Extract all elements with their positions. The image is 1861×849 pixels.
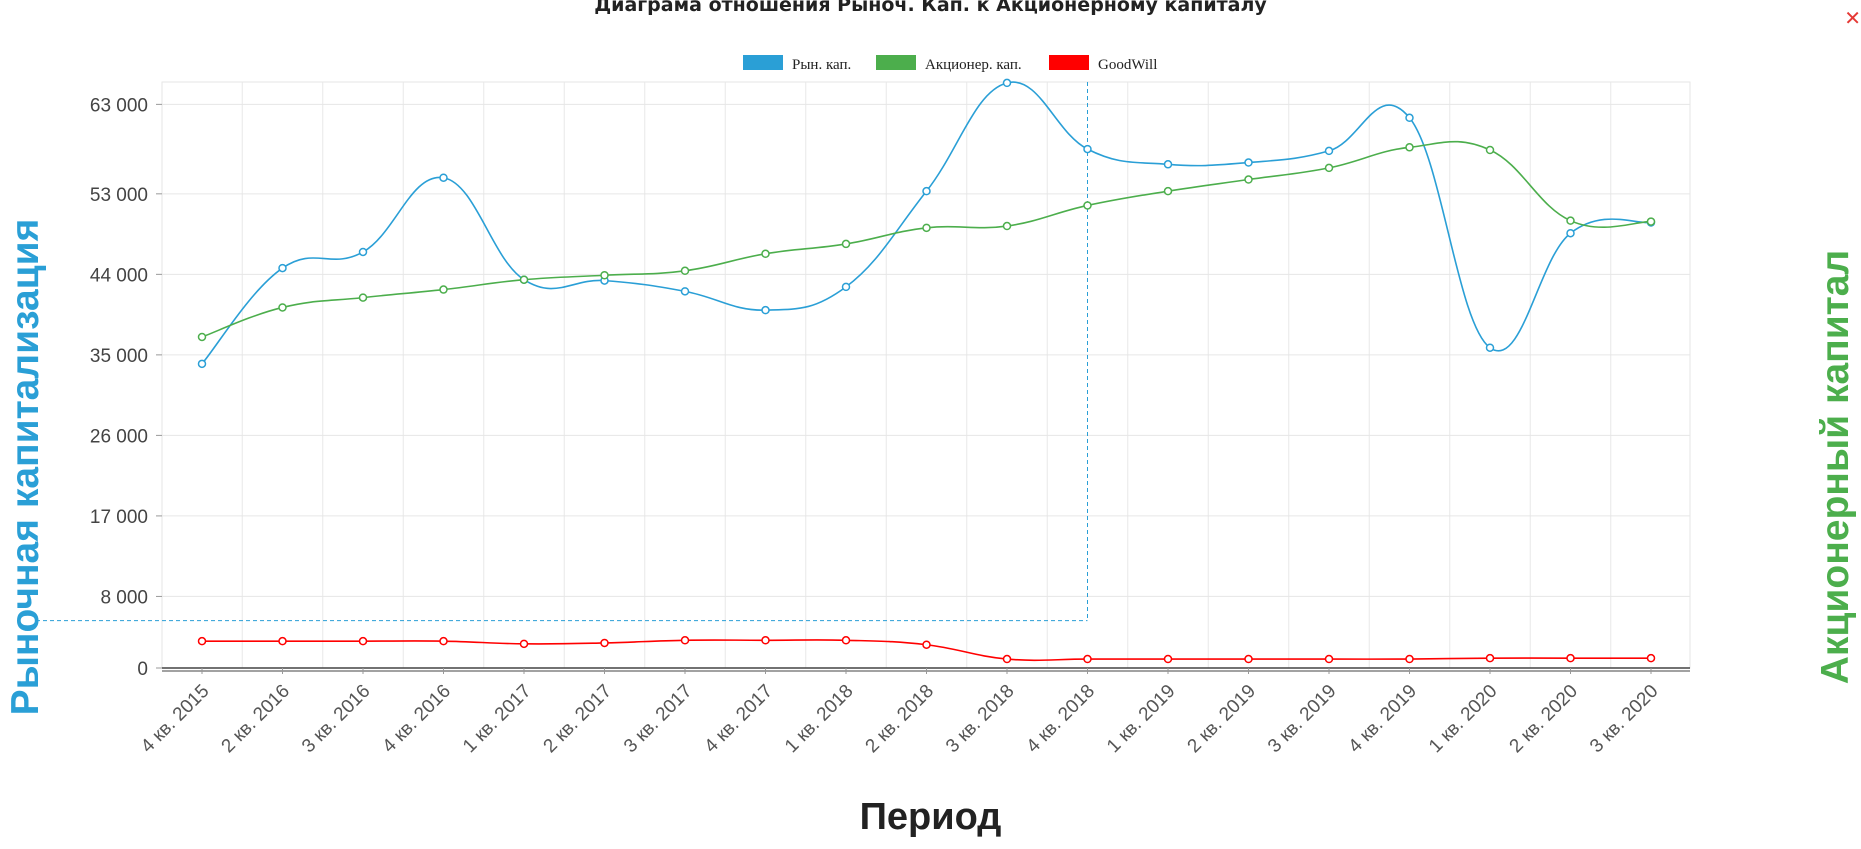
- y-tick-label: 35 000: [90, 346, 148, 367]
- legend-label: Рын. кап.: [792, 57, 851, 73]
- series-0-point: [358, 247, 368, 257]
- series-0-point: [1244, 158, 1253, 167]
- series-2-point: [1244, 654, 1253, 664]
- series-1-point: [278, 303, 287, 312]
- y-axis-left-title: Рыночная капитализация: [4, 218, 47, 716]
- y-tick-label: 17 000: [90, 507, 148, 528]
- series-1-point: [841, 239, 851, 249]
- plot-area: [161, 81, 1691, 669]
- series-2-point: [1163, 654, 1173, 664]
- series-1-point: [680, 266, 690, 276]
- chart-title: Диаграма отношения Рыноч. Кап. к Акционе…: [594, 0, 1267, 16]
- series-1-point: [1324, 163, 1334, 173]
- series-1-point: [358, 293, 368, 302]
- series-0-point: [439, 173, 448, 182]
- series-2-point: [519, 639, 529, 649]
- series-2-point: [1566, 653, 1575, 663]
- series-2-point: [1405, 654, 1414, 664]
- legend-swatch: [1049, 55, 1089, 70]
- series-0-point: [197, 359, 207, 369]
- series-2-point: [278, 636, 287, 646]
- x-tick-label: 3 кв. 2018: [942, 681, 1018, 757]
- x-tick-label: 3 кв. 2016: [298, 681, 374, 757]
- x-tick-label: 2 кв. 2016: [218, 681, 294, 757]
- series-1-point: [197, 332, 207, 342]
- x-tick-label: 1 кв. 2017: [459, 681, 535, 757]
- series-0-point: [922, 186, 931, 196]
- close-icon[interactable]: ✕: [1844, 6, 1861, 30]
- series-2-point: [1324, 654, 1334, 664]
- series-0-point: [841, 282, 851, 292]
- y-tick-label: 44 000: [90, 265, 148, 286]
- y-tick-label: 63 000: [90, 95, 148, 116]
- y-tick-label: 0: [137, 659, 148, 680]
- series-1-point: [1405, 143, 1414, 152]
- legend-label: GoodWill: [1098, 57, 1157, 73]
- y-tick-label: 8 000: [100, 587, 148, 608]
- series-0-point: [761, 305, 770, 315]
- x-tick-label: 3 кв. 2017: [620, 681, 696, 757]
- series-2-point: [922, 640, 931, 649]
- series-1-point: [1244, 175, 1253, 184]
- y-tick-label: 26 000: [90, 426, 148, 447]
- series-0-point: [1163, 160, 1173, 169]
- x-tick-label: 4 кв. 2017: [701, 681, 777, 757]
- series-2-point: [1002, 654, 1012, 664]
- legend-swatch: [743, 55, 783, 70]
- series-2-point: [680, 636, 690, 645]
- series-2-point: [600, 638, 609, 648]
- series-1-point: [922, 223, 931, 233]
- x-axis-title: Период: [859, 796, 1002, 838]
- series-1-point: [1566, 216, 1575, 225]
- x-tick-label: 2 кв. 2019: [1184, 681, 1260, 757]
- series-0-point: [278, 263, 287, 273]
- series-1-point: [600, 270, 609, 280]
- series-2-point: [841, 636, 851, 645]
- series-2-point: [197, 636, 207, 646]
- series-1-point: [1083, 201, 1092, 210]
- series-0-point: [1566, 228, 1575, 238]
- x-tick-label: 2 кв. 2018: [862, 681, 938, 757]
- series-2-point: [761, 636, 770, 645]
- x-tick-label: 1 кв. 2019: [1103, 681, 1179, 757]
- series-1-point: [439, 285, 448, 294]
- series-2-point: [358, 636, 368, 646]
- series-0-point: [1083, 144, 1092, 154]
- x-tick-label: 3 кв. 2019: [1264, 681, 1340, 757]
- x-tick-label: 2 кв. 2017: [540, 681, 616, 757]
- x-tick-label: 4 кв. 2015: [137, 681, 213, 757]
- series-1-point: [761, 249, 770, 259]
- series-1-point: [1002, 221, 1012, 231]
- x-tick-label: 4 кв. 2018: [1023, 681, 1099, 757]
- x-tick-label: 2 кв. 2020: [1506, 681, 1582, 757]
- series-1-point: [1646, 217, 1656, 226]
- x-tick-label: 1 кв. 2020: [1425, 681, 1501, 757]
- series-1-point: [519, 275, 529, 284]
- y-tick-label: 53 000: [90, 185, 148, 206]
- series-2-point: [1646, 653, 1656, 663]
- x-tick-label: 1 кв. 2018: [781, 681, 857, 757]
- series-0-point: [680, 287, 690, 296]
- x-tick-label: 4 кв. 2019: [1345, 681, 1421, 757]
- legend-swatch: [876, 55, 916, 70]
- series-0-point: [1405, 113, 1414, 123]
- series-1-point: [1163, 186, 1173, 196]
- series-1-point: [1485, 145, 1495, 155]
- series-0-point: [1485, 343, 1495, 352]
- legend-label: Акционер. кап.: [925, 57, 1022, 73]
- y-axis-right-title: Акционерный капитал: [1814, 249, 1857, 685]
- series-2-point: [1485, 653, 1495, 663]
- x-tick-label: 3 кв. 2020: [1586, 681, 1662, 757]
- series-2-point: [439, 636, 448, 646]
- series-2-point: [1083, 654, 1092, 664]
- series-0-point: [1324, 146, 1334, 156]
- series-0-point: [1002, 78, 1012, 88]
- x-tick-label: 4 кв. 2016: [379, 681, 455, 757]
